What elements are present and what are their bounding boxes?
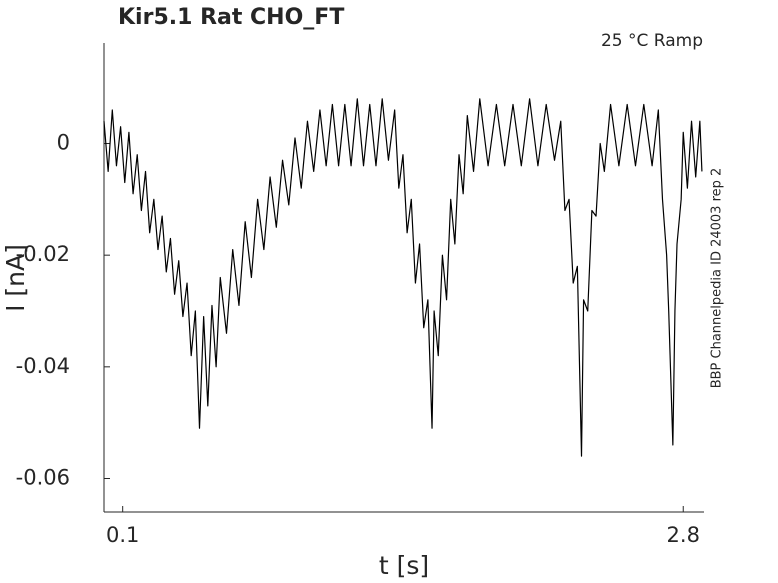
annotation: 25 °C Ramp [601,31,703,51]
y-axis-label: I [nA] [1,244,30,312]
x-axis-label: t [s] [379,551,429,580]
x-tick-label: 2.8 [667,523,700,547]
y-tick-label: -0.02 [16,242,70,266]
side-note: BBP Channelpedia ID 24003 rep 2 [710,168,725,389]
trace [103,98,703,457]
y-tick-label: -0.04 [16,354,70,378]
chart-title: Kir5.1 Rat CHO_FT [118,5,344,30]
y-tick-label: 0 [57,131,70,155]
y-tick-label: -0.06 [16,466,70,490]
x-tick-label: 0.1 [106,523,139,547]
